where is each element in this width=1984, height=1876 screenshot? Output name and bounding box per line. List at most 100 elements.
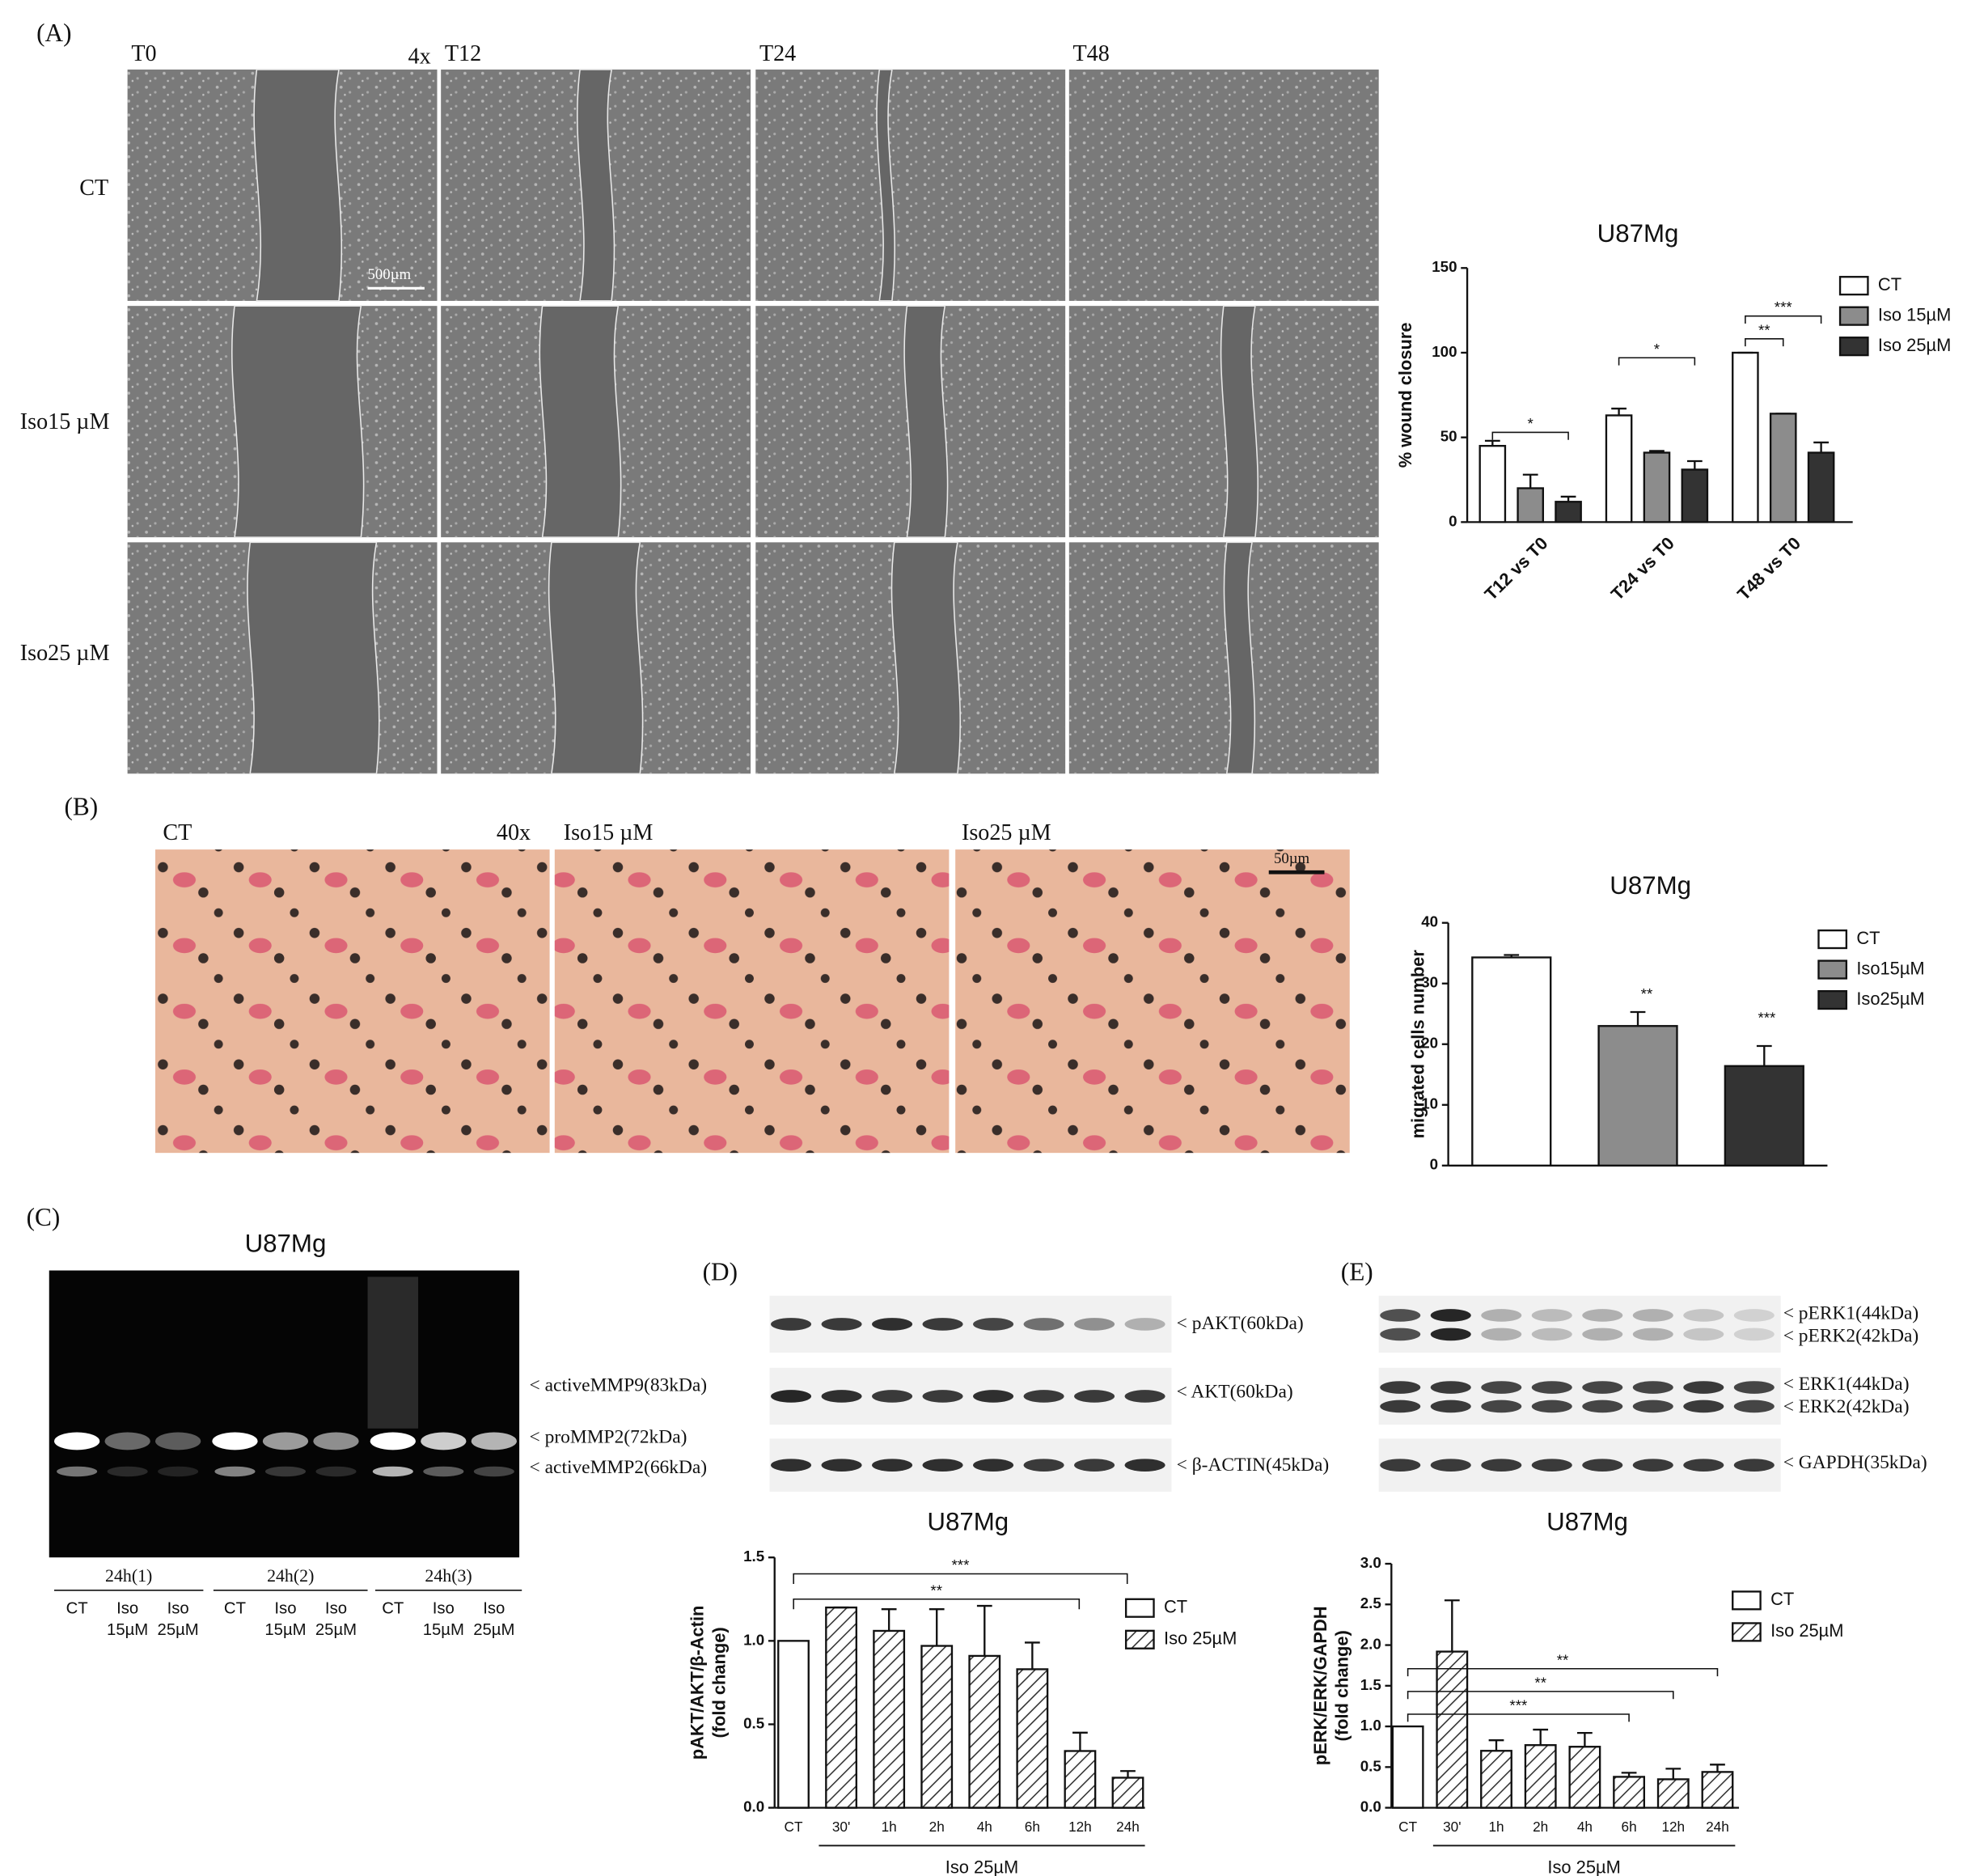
bar	[1471, 956, 1552, 1167]
blot-band	[973, 1390, 1014, 1403]
y-axis-label: % wound closure	[1395, 322, 1415, 468]
gel-band	[264, 1466, 306, 1477]
blot-band	[1430, 1328, 1471, 1341]
y-tick-label: 2.0	[1360, 1636, 1381, 1653]
bar	[1391, 1725, 1424, 1809]
blot-band	[1380, 1459, 1421, 1472]
lane-label: Iso	[116, 1600, 138, 1618]
panel-label: (B)	[65, 792, 99, 820]
gel-band	[262, 1432, 309, 1450]
lane-label: Iso	[325, 1600, 347, 1618]
bar	[1480, 1750, 1512, 1809]
bar	[1656, 1778, 1690, 1809]
gel-band	[372, 1466, 413, 1477]
blot-band	[771, 1459, 812, 1472]
legend-swatch	[1732, 1590, 1762, 1611]
y-tick-label: 0.5	[743, 1714, 764, 1731]
blot-band	[1531, 1400, 1572, 1413]
gel-band	[107, 1466, 148, 1477]
group-label: 24h(3)	[425, 1566, 472, 1586]
blot-band	[1582, 1459, 1623, 1472]
wound-gap	[539, 305, 622, 538]
chart-title: U87Mg	[1546, 1507, 1628, 1535]
significance-bracket	[1491, 431, 1569, 440]
y-tick-label: 1.5	[1360, 1676, 1381, 1693]
legend-label: Iso15µM	[1856, 958, 1924, 978]
band-label: < β-ACTIN(45kDa)	[1177, 1455, 1330, 1476]
significance-bracket	[793, 1598, 1081, 1610]
y-axis-label: (fold change)	[1332, 1630, 1352, 1741]
bar	[1555, 501, 1582, 523]
significance: **	[930, 1582, 942, 1599]
blot-band	[771, 1318, 812, 1331]
blot-band	[1074, 1318, 1115, 1331]
x-tick-label: 1h	[882, 1819, 897, 1835]
lane-label: CT	[66, 1600, 88, 1618]
blot-title: U87Mg	[245, 1229, 327, 1257]
bar	[1613, 1776, 1646, 1809]
lane-label: CT	[382, 1600, 404, 1618]
cell-texture	[1068, 69, 1379, 301]
blot-band	[1683, 1309, 1724, 1322]
y-tick-label: 0.0	[743, 1798, 764, 1815]
gel-band	[212, 1432, 258, 1450]
y-tick-label: 150	[1432, 258, 1457, 275]
blot-band	[1531, 1459, 1572, 1472]
y-tick-label: 0	[1430, 1156, 1438, 1173]
lane-label: 25µM	[315, 1621, 357, 1639]
bar	[1597, 1025, 1678, 1167]
bar	[1517, 487, 1544, 523]
blot-band	[1683, 1328, 1724, 1341]
x-tick-label: 2h	[1533, 1819, 1548, 1835]
wound-gap	[231, 305, 365, 538]
legend-label: Iso 25µM	[1878, 335, 1951, 355]
x-tick-label: 12h	[1661, 1819, 1685, 1835]
blot-band	[1632, 1381, 1673, 1394]
blot-membrane	[1378, 1367, 1781, 1425]
bar	[1643, 451, 1671, 523]
legend-label: CT	[1856, 928, 1880, 948]
significance-bracket	[1618, 357, 1696, 366]
legend-swatch	[1838, 337, 1869, 357]
blot-band	[1430, 1459, 1471, 1472]
blot-band	[1380, 1381, 1421, 1394]
band-label: < pERK1(44kDa)	[1783, 1303, 1918, 1324]
legend-swatch	[1817, 959, 1848, 980]
significance: **	[1641, 985, 1653, 1002]
gel-band	[315, 1466, 357, 1477]
condition-label: CT	[79, 176, 108, 201]
wound-gap	[876, 69, 895, 302]
cell-texture	[955, 849, 1350, 1154]
wound-gap	[577, 69, 616, 302]
wound-gap	[1220, 305, 1259, 538]
y-tick-label: 100	[1432, 343, 1457, 360]
legend-swatch	[1817, 989, 1848, 1010]
wound-gap	[253, 69, 343, 302]
blot-band	[1074, 1390, 1115, 1403]
cell-texture	[155, 849, 550, 1154]
x-tick-label: T48 vs T0	[1733, 533, 1804, 604]
condition-label: Iso25 µM	[20, 641, 110, 666]
bar	[1732, 351, 1759, 523]
y-axis-label: pERK/ERK/GAPDH	[1310, 1606, 1330, 1765]
blot-band	[821, 1459, 862, 1472]
band-label: < activeMMP2(66kDa)	[530, 1457, 708, 1478]
significance: **	[1557, 1651, 1569, 1668]
x-axis-label: Iso 25µM	[1547, 1857, 1620, 1876]
bar	[1111, 1776, 1144, 1809]
y-tick-label: 3.0	[1360, 1554, 1381, 1571]
lane-label: 15µM	[264, 1621, 306, 1639]
panel-label: (A)	[36, 19, 71, 47]
y-tick-label: 1.0	[1360, 1717, 1381, 1734]
timepoint-label: T24	[759, 41, 796, 66]
gel	[49, 1270, 520, 1558]
bar	[1016, 1668, 1049, 1809]
blot-band	[1023, 1318, 1064, 1331]
blot-band	[922, 1459, 963, 1472]
x-tick-label: 6h	[1025, 1819, 1040, 1835]
x-tick-label: 12h	[1068, 1819, 1092, 1835]
blot-band	[1632, 1309, 1673, 1322]
y-tick-label: 30	[1421, 974, 1438, 991]
blot-band	[1124, 1318, 1165, 1331]
blot-band	[973, 1459, 1014, 1472]
